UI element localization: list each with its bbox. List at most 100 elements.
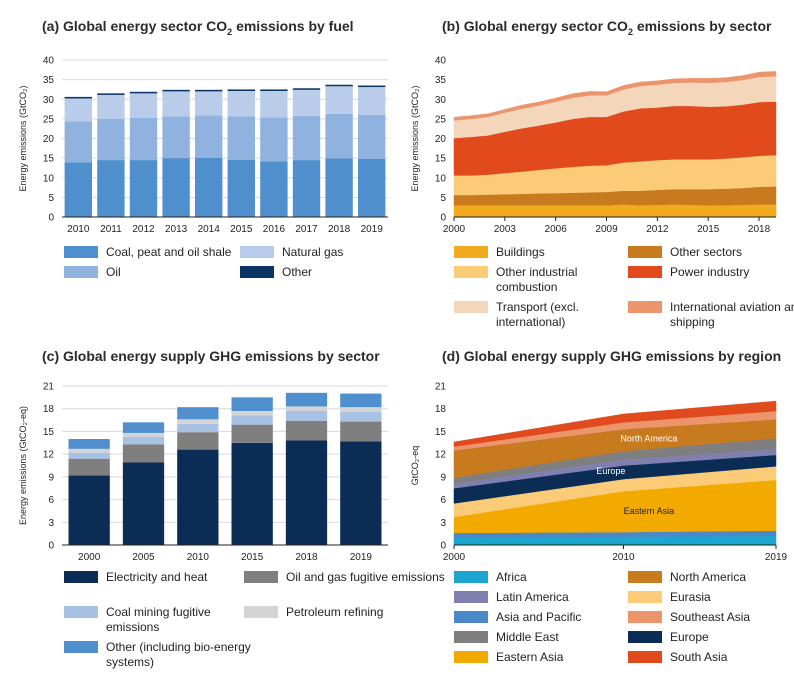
bar-other-2013 bbox=[162, 89, 190, 92]
bar-natural-gas-2012 bbox=[129, 93, 158, 118]
x-tick-label-c: 2019 bbox=[350, 552, 373, 563]
bar-natural-gas-2011 bbox=[97, 94, 125, 119]
legend-item-natural-gas: Natural gas bbox=[240, 245, 452, 260]
bar-electricity-and-heat-2019 bbox=[340, 441, 382, 545]
legend-label: Eastern Asia bbox=[496, 650, 564, 664]
x-tick-label-d: 2019 bbox=[765, 552, 788, 563]
y-tick-label-a: 20 bbox=[43, 134, 55, 145]
legend-item-europe: Europe bbox=[628, 630, 794, 645]
bar-oil-2019 bbox=[358, 114, 386, 159]
bar-other-2016 bbox=[260, 89, 288, 92]
bar-oil-2018 bbox=[325, 113, 353, 159]
y-tick-label-d: 0 bbox=[440, 541, 446, 552]
legend-item-south-asia: South Asia bbox=[628, 650, 794, 665]
bar-oil-2014 bbox=[195, 115, 223, 158]
legend-swatch bbox=[240, 246, 274, 258]
y-tick-label-b: 30 bbox=[435, 95, 447, 106]
legend-swatch bbox=[454, 266, 488, 278]
bar-oil-2016 bbox=[260, 117, 288, 162]
bar-natural-gas-2017 bbox=[292, 89, 321, 116]
legend-label: Coal mining fugitive emissions bbox=[106, 605, 211, 634]
bar-other-including-bio-energy-systems-2005 bbox=[122, 422, 165, 433]
y-tick-label-d: 6 bbox=[440, 495, 446, 506]
legend-swatch bbox=[628, 611, 662, 623]
y-tick-label-a: 35 bbox=[43, 75, 55, 86]
y-axis-label-c: Energy emissions (GtCO₂-eq) bbox=[18, 406, 28, 525]
legend-swatch bbox=[628, 651, 662, 663]
y-tick-label-b: 15 bbox=[435, 154, 447, 165]
bar-coal-mining-fugitive-emissions-2019 bbox=[340, 411, 382, 422]
bar-oil-and-gas-fugitive-emissions-2018 bbox=[285, 420, 328, 441]
legend-item-transport-excl-international: Transport (excl. international) bbox=[454, 300, 636, 330]
x-tick-label-d: 2010 bbox=[612, 552, 635, 563]
legend-label: Other industrial combustion bbox=[496, 265, 578, 294]
y-tick-label-c: 18 bbox=[43, 404, 55, 415]
legend-swatch bbox=[64, 266, 98, 278]
legend-label: Electricity and heat bbox=[106, 570, 208, 584]
bar-other-including-bio-energy-systems-2000 bbox=[68, 439, 110, 449]
legend-item-southeast-asia: Southeast Asia bbox=[628, 610, 794, 625]
y-tick-label-a: 0 bbox=[48, 213, 54, 224]
x-tick-label-c: 2015 bbox=[241, 552, 264, 563]
x-tick-label-b: 2009 bbox=[595, 224, 618, 235]
bar-coal-mining-fugitive-emissions-2000 bbox=[68, 452, 110, 459]
bar-other-2011 bbox=[97, 93, 125, 95]
y-tick-label-a: 40 bbox=[43, 56, 55, 67]
y-tick-label-a: 25 bbox=[43, 114, 55, 125]
bar-electricity-and-heat-2000 bbox=[68, 475, 110, 545]
bar-natural-gas-2010 bbox=[64, 98, 92, 122]
x-tick-label-c: 2000 bbox=[78, 552, 101, 563]
legend-swatch bbox=[628, 246, 662, 258]
legend-label: Middle East bbox=[496, 630, 559, 644]
x-tick-label-a: 2014 bbox=[198, 224, 221, 235]
legend-swatch bbox=[628, 571, 662, 583]
legend-swatch bbox=[240, 266, 274, 278]
bar-coal-peat-and-oil-shale-2012 bbox=[129, 160, 158, 217]
legend-item-oil-and-gas-fugitive-emissions: Oil and gas fugitive emissions bbox=[244, 570, 446, 585]
bar-petroleum-refining-2015 bbox=[231, 410, 273, 416]
legend-label: Oil bbox=[106, 265, 121, 279]
legend-label: North America bbox=[670, 570, 747, 584]
y-tick-label-d: 21 bbox=[435, 382, 447, 393]
y-tick-label-d: 9 bbox=[440, 472, 446, 483]
bar-oil-2015 bbox=[227, 116, 255, 160]
x-tick-label-a: 2011 bbox=[100, 224, 122, 235]
bar-petroleum-refining-2019 bbox=[340, 407, 382, 412]
bar-other-2012 bbox=[129, 91, 158, 94]
legend-label: Asia and Pacific bbox=[496, 610, 582, 624]
bar-oil-and-gas-fugitive-emissions-2010 bbox=[177, 432, 219, 450]
chart-b-title: (b) Global energy sector CO2 emissions b… bbox=[442, 18, 772, 37]
bar-natural-gas-2016 bbox=[260, 91, 288, 118]
legend-item-north-america: North America bbox=[628, 570, 794, 585]
legend-swatch bbox=[64, 571, 98, 583]
bar-coal-mining-fugitive-emissions-2010 bbox=[177, 423, 219, 433]
legend-item-middle-east: Middle East bbox=[454, 630, 636, 645]
y-tick-label-a: 10 bbox=[43, 173, 55, 184]
x-tick-label-b: 2000 bbox=[443, 224, 466, 235]
legend-label: Latin America bbox=[496, 590, 569, 604]
legend-swatch bbox=[64, 606, 98, 618]
bar-electricity-and-heat-2010 bbox=[177, 449, 219, 545]
legend-label: Natural gas bbox=[282, 245, 344, 259]
bar-oil-2012 bbox=[129, 117, 158, 161]
legend-item-other-including-bio-energy-systems: Other (including bio-energy systems) bbox=[64, 640, 266, 670]
y-tick-label-c: 21 bbox=[43, 382, 55, 393]
x-tick-label-a: 2012 bbox=[132, 224, 155, 235]
legend-label: Other (including bio-energy systems) bbox=[106, 640, 251, 669]
y-tick-label-b: 40 bbox=[435, 56, 447, 67]
x-tick-label-b: 2015 bbox=[697, 224, 720, 235]
y-tick-label-d: 12 bbox=[435, 450, 447, 461]
legend-label: Petroleum refining bbox=[286, 605, 384, 619]
y-axis-label-b: Energy emissions (GtCO₂) bbox=[410, 85, 420, 191]
y-axis-label-d: GtCO₂-eq bbox=[410, 446, 420, 486]
x-tick-label-b: 2006 bbox=[545, 224, 568, 235]
bar-electricity-and-heat-2005 bbox=[122, 462, 165, 545]
bar-oil-and-gas-fugitive-emissions-2019 bbox=[340, 421, 382, 442]
legend-item-other: Other bbox=[240, 265, 452, 280]
bar-coal-peat-and-oil-shale-2010 bbox=[64, 162, 92, 217]
bar-coal-peat-and-oil-shale-2011 bbox=[97, 160, 125, 217]
x-tick-label-a: 2013 bbox=[165, 224, 188, 235]
